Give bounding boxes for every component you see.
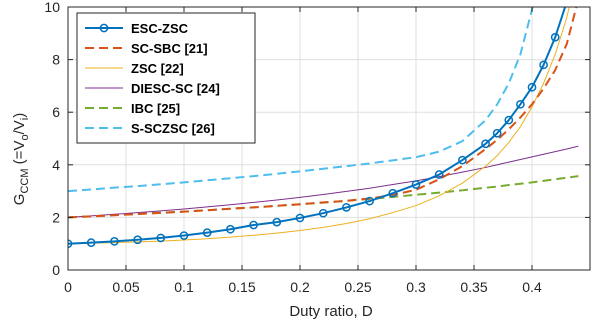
x-tick-label: 0.1 <box>174 279 194 295</box>
x-tick-label: 0.25 <box>344 279 371 295</box>
legend-item: IBC [25] <box>85 101 180 116</box>
legend-item: S-SCZSC [26] <box>85 121 215 136</box>
data-point <box>434 170 444 179</box>
data-point <box>295 213 305 223</box>
data-point <box>342 203 351 212</box>
legend-label: ESC-ZSC <box>131 21 189 36</box>
legend-label: SC-SBC [21] <box>131 41 208 56</box>
series-4 <box>68 175 579 219</box>
data-point <box>527 82 537 92</box>
data-point <box>481 139 490 149</box>
data-point <box>133 235 142 245</box>
data-point <box>504 115 514 125</box>
data-point <box>563 0 570 5</box>
x-tick-label: 0 <box>64 279 72 295</box>
series-2 <box>68 7 570 245</box>
legend-item: SC-SBC [21] <box>85 41 208 56</box>
legend-box <box>76 12 256 144</box>
series-1 <box>68 7 578 219</box>
data-point <box>550 32 560 42</box>
data-point <box>411 180 421 189</box>
legend-marker <box>99 23 109 33</box>
legend-label: S-SCZSC [26] <box>131 121 215 136</box>
data-point <box>388 188 398 198</box>
data-point <box>202 228 212 238</box>
legend-label: DIESC-SC [24] <box>131 81 220 96</box>
y-tick-label: 4 <box>52 157 60 173</box>
legend-item: ZSC [22] <box>85 61 184 76</box>
y-tick-label: 0 <box>52 262 60 278</box>
legend-item: DIESC-SC [24] <box>85 81 220 96</box>
series-3 <box>68 145 579 218</box>
y-axis-label: GCCM (=Vo/Vi) <box>11 113 31 205</box>
y-tick-label: 10 <box>44 0 60 15</box>
legend-label: IBC [25] <box>131 101 180 116</box>
x-tick-label: 0.05 <box>112 279 139 295</box>
data-point <box>318 208 328 218</box>
x-tick-label: 0.15 <box>228 279 255 295</box>
x-axis-label: Duty ratio, D <box>289 303 373 320</box>
x-tick-label: 0.3 <box>406 279 426 295</box>
data-point <box>272 217 282 227</box>
data-point <box>156 233 166 243</box>
x-tick-label: 0.35 <box>460 279 487 295</box>
legend-label: ZSC [22] <box>131 61 184 76</box>
data-point <box>226 224 235 234</box>
data-point <box>179 231 189 240</box>
series-line-1 <box>68 7 578 219</box>
data-point <box>492 128 502 138</box>
series-line-0 <box>68 7 567 245</box>
y-tick-label: 2 <box>52 209 60 225</box>
x-axis-ticks: 0 0.05 0.1 0.15 0.2 0.25 0.3 0.35 0.4 <box>64 7 542 295</box>
data-point <box>86 238 96 247</box>
data-point <box>365 196 374 206</box>
series-layer <box>68 0 579 249</box>
series-0 <box>68 0 570 249</box>
x-tick-label: 0.2 <box>290 279 310 295</box>
data-point <box>249 220 258 230</box>
series-line-2 <box>68 7 570 245</box>
y-axis-ticks: 0 2 4 6 8 10 <box>44 0 590 278</box>
data-point <box>516 99 525 109</box>
y-tick-label: 8 <box>52 52 60 68</box>
y-tick-label: 6 <box>52 104 60 120</box>
data-point <box>110 236 119 246</box>
x-tick-label: 0.4 <box>522 279 542 295</box>
series-line-4 <box>68 175 579 219</box>
series-line-3 <box>68 145 579 218</box>
legend-item: ESC-ZSC <box>85 21 189 36</box>
legend: ESC-ZSC SC-SBC [21] ZSC [22] DIESC-SC [24] I… <box>76 12 256 144</box>
series-line-5 <box>68 7 534 193</box>
series-5 <box>68 7 534 193</box>
data-point <box>458 155 467 165</box>
plot-frame <box>67 6 591 271</box>
data-point <box>539 60 548 70</box>
axes <box>67 6 591 271</box>
